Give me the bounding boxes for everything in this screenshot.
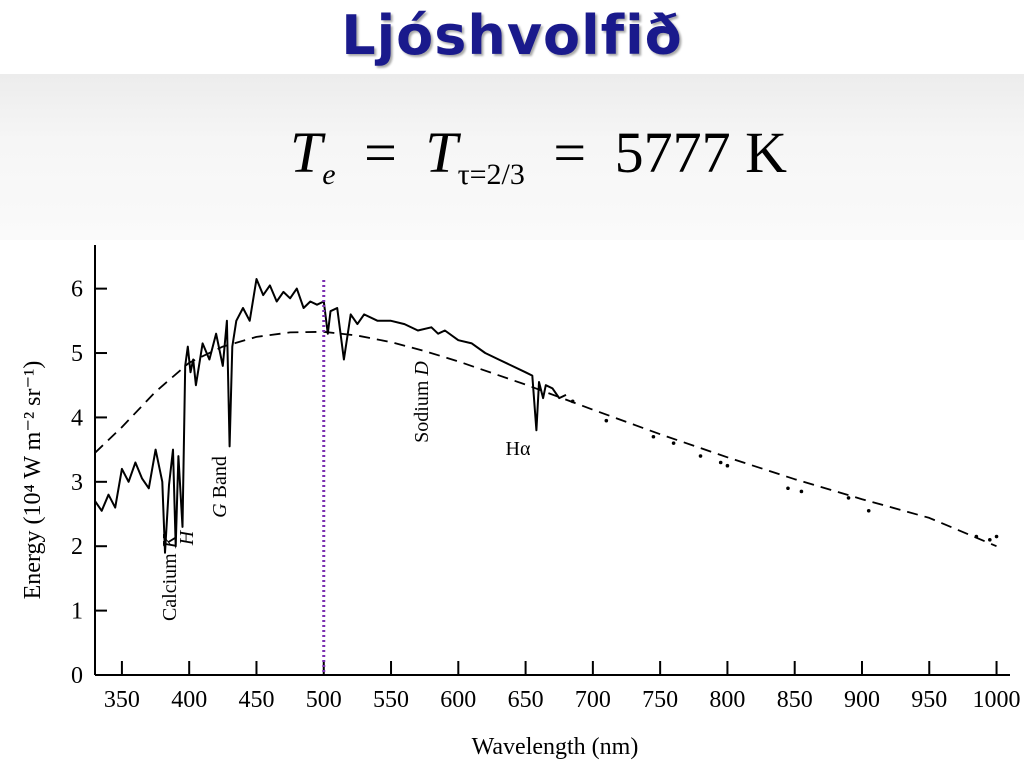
formula-equals-1: = — [364, 120, 397, 185]
data-point — [974, 534, 979, 539]
x-tick-label: 550 — [373, 687, 409, 713]
x-tick-label: 850 — [777, 687, 813, 713]
annotation-calcium-h: H — [176, 529, 198, 546]
header-band — [0, 74, 1024, 240]
formula-equals-2: = — [553, 120, 587, 185]
formula-lhs-subscript: e — [322, 158, 336, 191]
chart-series — [94, 278, 999, 675]
blackbody-curve — [94, 330, 997, 548]
data-point — [866, 508, 871, 513]
y-tick-label: 5 — [71, 341, 83, 367]
chart-annotations: Calcium KH G Band Sodium D Hα — [159, 361, 531, 621]
effective-temperature-formula: Te = Tτ=2/3 = 5777 K — [290, 124, 787, 190]
y-tick-label: 1 — [71, 599, 83, 625]
y-tick-label: 0 — [71, 663, 83, 689]
chart-axes — [94, 245, 1010, 676]
slide-title: Ljóshvolfið — [341, 4, 683, 67]
formula-unit: K — [745, 120, 787, 185]
x-tick-label: 650 — [508, 687, 544, 713]
data-point — [651, 434, 656, 439]
x-axis-label: Wavelength (nm) — [472, 734, 639, 760]
data-point — [725, 463, 730, 468]
y-tick-label: 3 — [71, 470, 83, 496]
data-point — [799, 489, 804, 494]
formula-value: 5777 — [614, 120, 731, 185]
data-point — [988, 537, 992, 542]
x-tick-label: 700 — [575, 687, 611, 713]
data-point — [786, 486, 790, 491]
formula-lhs-symbol: T — [290, 120, 323, 185]
y-tick-label: 2 — [71, 534, 83, 560]
data-point — [994, 534, 999, 539]
data-point — [604, 418, 609, 423]
x-tick-label: 400 — [171, 687, 207, 713]
x-tick-label: 900 — [844, 687, 880, 713]
x-tick-label: 750 — [642, 687, 678, 713]
data-point — [718, 460, 723, 465]
data-point — [846, 496, 851, 500]
formula-mid-subscript: τ=2/3 — [457, 158, 525, 191]
x-tick-label: 800 — [709, 687, 745, 713]
x-tick-label: 1000 — [973, 687, 1021, 713]
x-tick-label: 500 — [306, 687, 342, 713]
data-point — [570, 399, 575, 404]
annotation-sodium-d: Sodium D — [411, 361, 433, 443]
x-tick-label: 350 — [104, 687, 140, 713]
annotation-h-alpha: Hα — [506, 438, 531, 460]
y-tick-label: 6 — [71, 277, 83, 303]
formula-mid-symbol: T — [425, 120, 458, 185]
x-tick-label: 950 — [911, 687, 947, 713]
x-tick-label: 600 — [440, 687, 476, 713]
annotation-calcium-k: Calcium K — [159, 533, 181, 621]
y-tick-label: 4 — [71, 405, 83, 431]
annotation-g-band: G Band — [209, 456, 231, 518]
data-point — [698, 454, 703, 458]
solar-spectrum-line — [94, 278, 567, 554]
chart-ticks: 350 400 450 500 550 600 650 700 750 800 850 900 950 1… — [71, 277, 1021, 713]
y-axis-label: Energy (10⁴ W m⁻² sr⁻¹) — [20, 361, 46, 600]
x-tick-label: 450 — [238, 687, 274, 713]
data-point — [671, 441, 676, 445]
